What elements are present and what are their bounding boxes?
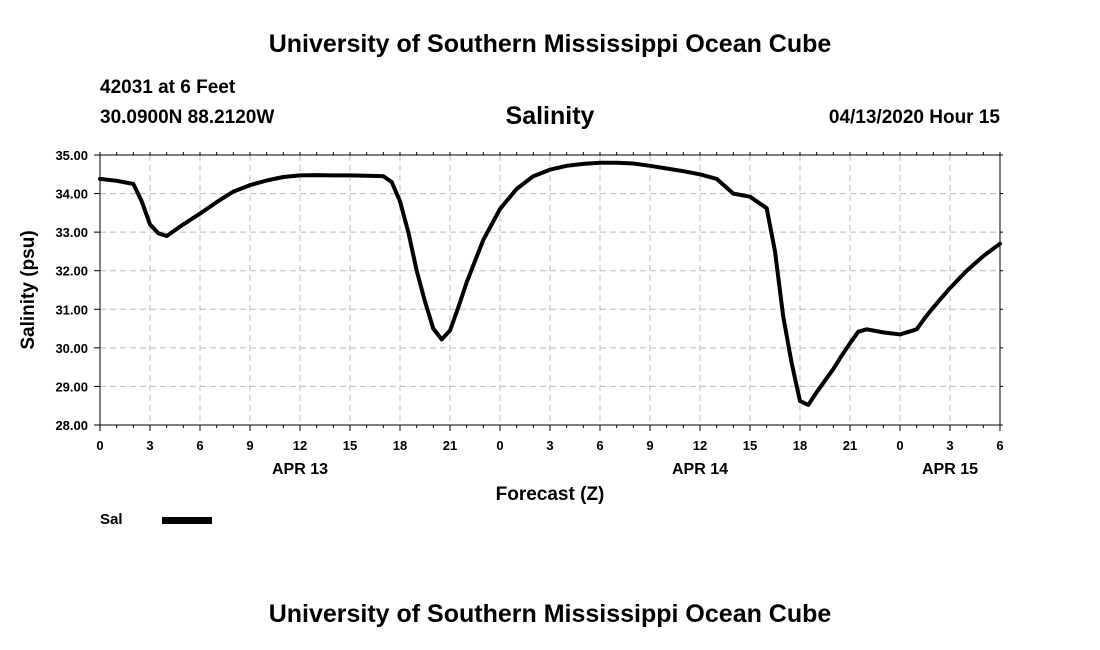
x-tick-label: 18 (393, 438, 407, 453)
x-tick-label: 3 (946, 438, 953, 453)
legend-line-swatch (162, 517, 212, 524)
y-axis-title: Salinity (psu) (18, 230, 39, 349)
date-label: APR 13 (272, 461, 328, 478)
x-tick-label: 6 (596, 438, 603, 453)
x-tick-label: 12 (293, 438, 307, 453)
station-label: 42031 at 6 Feet (100, 77, 236, 98)
coordinates-label: 30.0900N 88.2120W (100, 107, 275, 128)
x-tick-label: 0 (496, 438, 503, 453)
date-label: APR 14 (672, 461, 728, 478)
chart-title: Salinity (505, 102, 595, 130)
legend-label: Sal (100, 511, 123, 528)
bottom-title: University of Southern Mississippi Ocean… (268, 600, 832, 628)
y-tick-label: 34.00 (55, 187, 88, 202)
x-tick-label: 18 (793, 438, 807, 453)
x-tick-label: 6 (196, 438, 203, 453)
series-line-sal (98, 160, 1002, 407)
y-tick-label: 29.00 (55, 379, 88, 394)
x-axis-title: Forecast (Z) (496, 484, 605, 505)
x-tick-label: 0 (96, 438, 103, 453)
x-tick-label: 3 (546, 438, 553, 453)
x-tick-label: 15 (343, 438, 357, 453)
x-tick-label: 0 (896, 438, 903, 453)
y-tick-label: 30.00 (55, 341, 88, 356)
x-tick-label: 15 (743, 438, 757, 453)
x-tick-label: 21 (843, 438, 857, 453)
x-tick-label: 3 (146, 438, 153, 453)
date-label: APR 15 (922, 461, 978, 478)
y-tick-label: 32.00 (55, 264, 88, 279)
x-tick-label: 9 (246, 438, 253, 453)
x-tick-label: 12 (693, 438, 707, 453)
y-tick-label: 35.00 (55, 148, 88, 163)
y-tick-label: 28.00 (55, 418, 88, 433)
y-tick-label: 31.00 (55, 302, 88, 317)
top-title: University of Southern Mississippi Ocean… (268, 30, 832, 58)
x-tick-label: 21 (443, 438, 457, 453)
y-tick-label: 33.00 (55, 225, 88, 240)
x-tick-label: 9 (646, 438, 653, 453)
x-tick-label: 6 (996, 438, 1003, 453)
forecast-datetime: 04/13/2020 Hour 15 (828, 107, 1000, 128)
